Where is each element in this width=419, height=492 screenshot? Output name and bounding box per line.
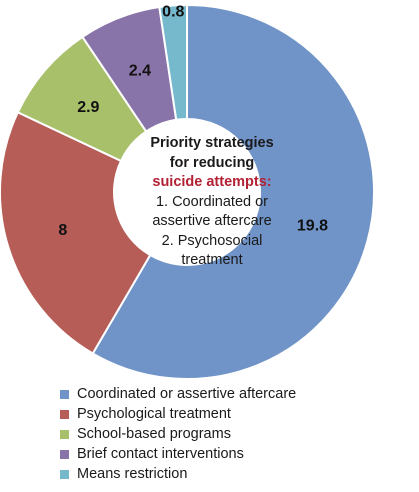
slice-value-label: 2.4	[129, 62, 151, 79]
legend: Coordinated or assertive aftercare Psych…	[60, 384, 296, 484]
legend-item: School-based programs	[60, 424, 296, 444]
legend-swatch	[60, 389, 69, 399]
slice-value-label: 2.9	[77, 99, 99, 116]
donut-slices	[0, 3, 375, 380]
donut-slice	[0, 110, 152, 355]
legend-label: School-based programs	[77, 426, 231, 442]
center-item-line-1: 1. Coordinated or	[155, 193, 269, 210]
center-title-line-2: for reducing	[169, 154, 255, 171]
center-item-line-2: assertive aftercare	[152, 213, 272, 229]
legend-swatch	[60, 409, 69, 419]
donut-slice	[158, 3, 188, 121]
center-title-line-3: suicide attempts:	[152, 174, 272, 190]
center-annotation: Priority strategies for reducing suicide…	[123, 134, 301, 271]
legend-item: Means restriction	[60, 464, 296, 484]
legend-label: Brief contact interventions	[77, 446, 244, 462]
donut-slice	[91, 3, 375, 380]
legend-label: Means restriction	[77, 466, 188, 482]
center-item-line-3: 2. Psychosocial	[161, 232, 263, 249]
slice-value-label: 19.8	[297, 217, 328, 234]
slice-value-label: 0.8	[162, 4, 184, 21]
legend-item: Psychological treatment	[60, 404, 296, 424]
legend-item: Coordinated or assertive aftercare	[60, 384, 296, 404]
legend-label: Coordinated or assertive aftercare	[77, 386, 297, 402]
legend-swatch	[60, 449, 69, 459]
legend-swatch	[60, 469, 69, 479]
value-labels: 19.8 8 2.9 2.4 0.8	[58, 4, 328, 240]
donut-chart: 19.8 8 2.9 2.4 0.8	[0, 3, 375, 380]
legend-item: Brief contact interventions	[60, 444, 296, 464]
legend-swatch	[60, 429, 69, 439]
slice-value-label: 8	[58, 222, 67, 239]
legend-label: Psychological treatment	[77, 406, 231, 422]
center-title-line-1: Priority strategies	[150, 135, 274, 151]
center-item-line-4: treatment	[181, 252, 243, 268]
